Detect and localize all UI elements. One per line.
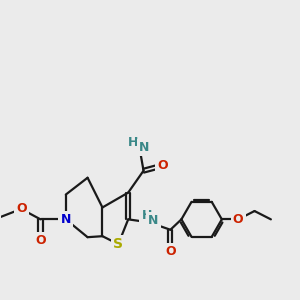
Text: N: N bbox=[61, 213, 71, 226]
Text: H: H bbox=[128, 136, 138, 149]
Text: H: H bbox=[141, 209, 152, 222]
Text: O: O bbox=[165, 245, 176, 258]
Text: O: O bbox=[233, 213, 244, 226]
Text: O: O bbox=[157, 159, 167, 172]
Text: N: N bbox=[139, 141, 149, 154]
Text: O: O bbox=[35, 234, 46, 247]
Text: N: N bbox=[148, 214, 159, 227]
Text: S: S bbox=[113, 237, 123, 251]
Text: O: O bbox=[16, 202, 26, 215]
